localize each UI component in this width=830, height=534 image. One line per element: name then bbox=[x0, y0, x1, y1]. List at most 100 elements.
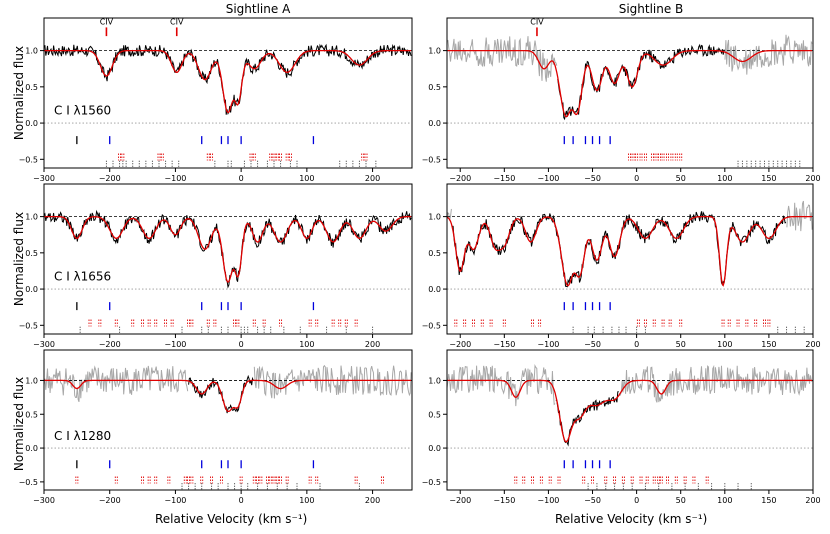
x-tick-label: −300 bbox=[33, 496, 55, 505]
civ-label: CIV bbox=[100, 18, 114, 27]
x-tick-label: 200 bbox=[805, 174, 820, 183]
x-tick-label: 0 bbox=[239, 340, 244, 349]
x-tick-label: 200 bbox=[365, 174, 380, 183]
flux-noisy-A-1280 bbox=[44, 364, 412, 402]
panel-frame bbox=[446, 183, 814, 335]
x-tick-label: 0 bbox=[634, 340, 639, 349]
y-tick-label: 1.0 bbox=[428, 376, 441, 385]
y-tick-label: 1.0 bbox=[25, 376, 38, 385]
y-tick-label: 0.0 bbox=[428, 119, 441, 128]
y-tick-label: 0.5 bbox=[428, 410, 441, 419]
x-tick-label: −150 bbox=[493, 174, 515, 183]
x-tick-label: 200 bbox=[365, 340, 380, 349]
civ-label: CIV bbox=[170, 18, 184, 27]
x-tick-label: −150 bbox=[493, 496, 515, 505]
y-tick-label: −0.5 bbox=[422, 155, 441, 164]
panel-B-1560: CIV −200 −150 −100 −50 0 50 100 150 200 −0.5 0.0 0.5… bbox=[422, 17, 821, 183]
model-fit-A-1560 bbox=[44, 49, 412, 114]
y-tick-label: −0.5 bbox=[19, 321, 38, 330]
x-tick-label: −150 bbox=[493, 340, 515, 349]
x-tick-label: −50 bbox=[584, 496, 601, 505]
x-tick-label: 0 bbox=[239, 496, 244, 505]
col-title-a: Sightline A bbox=[225, 2, 291, 16]
x-tick-label: 150 bbox=[761, 174, 776, 183]
x-tick-label: 100 bbox=[299, 340, 314, 349]
x-tick-label: −100 bbox=[537, 340, 559, 349]
col-title-b: Sightline B bbox=[618, 2, 684, 16]
civ-label: CIV bbox=[530, 18, 544, 27]
x-tick-label: 50 bbox=[676, 496, 686, 505]
y-tick-label: −0.5 bbox=[422, 478, 441, 487]
x-tick-label: 150 bbox=[761, 496, 776, 505]
xlabel-a: Relative Velocity (km s⁻¹) bbox=[155, 512, 307, 526]
xlabel-b-unit: (km s⁻¹) bbox=[658, 512, 708, 526]
x-tick-label: −200 bbox=[99, 174, 121, 183]
y-tick-label: 0.0 bbox=[25, 119, 38, 128]
panel-B-1280: −200 −150 −100 −50 0 50 100 150 200 −0.5 0.0 0.5 1.0 bbox=[422, 349, 821, 505]
model-fit-B-1560 bbox=[447, 49, 813, 118]
y-tick-label: 1.0 bbox=[25, 213, 38, 222]
ion-label: C I λ1656 bbox=[54, 269, 111, 283]
x-tick-label: 200 bbox=[365, 496, 380, 505]
x-tick-label: 0 bbox=[634, 496, 639, 505]
flux-data-B-1280 bbox=[555, 391, 619, 447]
x-tick-label: −100 bbox=[537, 496, 559, 505]
model-fit-B-1656 bbox=[447, 215, 813, 287]
y-tick-label: 1.0 bbox=[428, 213, 441, 222]
ion-label: C I λ1560 bbox=[54, 103, 111, 117]
x-tick-label: 0 bbox=[634, 174, 639, 183]
x-tick-label: −100 bbox=[537, 174, 559, 183]
x-tick-label: 100 bbox=[717, 174, 732, 183]
y-tick-label: −0.5 bbox=[19, 478, 38, 487]
x-tick-label: 150 bbox=[761, 340, 776, 349]
ion-label: C I λ1280 bbox=[54, 429, 111, 443]
x-tick-label: −100 bbox=[164, 340, 186, 349]
y-tick-label: 0.5 bbox=[25, 410, 38, 419]
x-tick-label: −200 bbox=[99, 496, 121, 505]
y-tick-label: 0.0 bbox=[428, 444, 441, 453]
x-tick-label: −50 bbox=[584, 174, 601, 183]
panel-frame bbox=[43, 17, 413, 169]
flux-noisy-B-1560 bbox=[447, 34, 813, 82]
panel-frame bbox=[43, 349, 413, 491]
x-tick-label: 100 bbox=[299, 496, 314, 505]
x-tick-label: −300 bbox=[33, 340, 55, 349]
x-tick-label: 50 bbox=[676, 340, 686, 349]
x-tick-label: −200 bbox=[449, 340, 471, 349]
flux-data-A-1656 bbox=[44, 209, 412, 289]
x-tick-label: 0 bbox=[239, 174, 244, 183]
x-tick-label: 200 bbox=[805, 340, 820, 349]
y-tick-label: 1.0 bbox=[25, 47, 38, 56]
y-tick-label: 1.0 bbox=[428, 47, 441, 56]
y-tick-label: −0.5 bbox=[422, 321, 441, 330]
y-tick-label: 0.0 bbox=[25, 444, 38, 453]
panel-B-1656: −200 −150 −100 −50 0 50 100 150 200 −0.5 0.0 0.5 1.0 bbox=[422, 183, 821, 349]
xlabel-b-text: Relative Velocity bbox=[555, 512, 655, 526]
x-tick-label: −100 bbox=[164, 496, 186, 505]
panel-frame bbox=[43, 183, 413, 335]
y-tick-label: 0.5 bbox=[428, 249, 441, 258]
x-tick-label: 100 bbox=[299, 174, 314, 183]
x-tick-label: 100 bbox=[717, 496, 732, 505]
model-fit-A-1280 bbox=[44, 379, 412, 413]
x-tick-label: −200 bbox=[449, 496, 471, 505]
panel-A-1656: C I λ1656 −300 −200 −100 0 100 200 −0.5 0.0 0.5 1.… bbox=[19, 183, 413, 349]
panel-A-1280: C I λ1280 −300 −200 −100 0 100 200 −0.5 0.0 0.5 1.… bbox=[19, 349, 413, 505]
panel-frame bbox=[446, 17, 814, 169]
y-tick-label: 0.0 bbox=[428, 285, 441, 294]
xlabel-b: Relative Velocity (km s⁻¹) bbox=[555, 512, 707, 526]
y-tick-label: −0.5 bbox=[19, 155, 38, 164]
x-tick-label: −100 bbox=[164, 174, 186, 183]
y-tick-label: 0.5 bbox=[25, 83, 38, 92]
x-tick-label: 100 bbox=[717, 340, 732, 349]
x-tick-label: 200 bbox=[805, 496, 820, 505]
x-tick-label: −200 bbox=[449, 174, 471, 183]
y-tick-label: 0.5 bbox=[25, 249, 38, 258]
x-tick-label: 50 bbox=[676, 174, 686, 183]
model-fit-A-1656 bbox=[44, 215, 412, 283]
model-fit-B-1280 bbox=[447, 379, 813, 443]
flux-noisy-B-1280 bbox=[447, 363, 813, 407]
panel-frame bbox=[446, 349, 814, 491]
y-tick-label: 0.0 bbox=[25, 285, 38, 294]
